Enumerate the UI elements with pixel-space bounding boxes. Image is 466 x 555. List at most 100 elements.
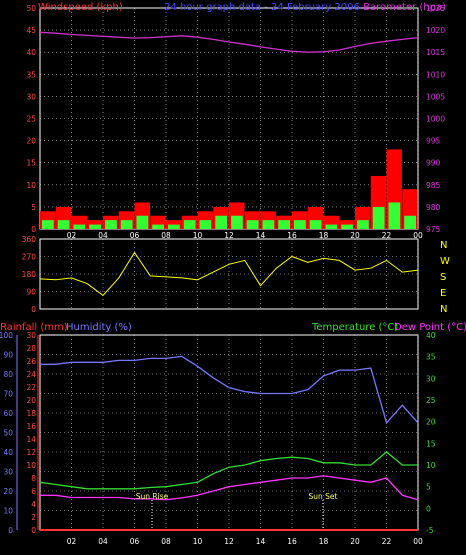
gust-bar [278, 220, 290, 229]
p1-xtick: 14 [256, 231, 266, 240]
humidity-ytick: 20 [3, 487, 13, 496]
gust-bar [168, 224, 180, 229]
p3-xtick: 22 [382, 537, 392, 546]
baro-ytick: 1005 [426, 92, 445, 101]
compass-w: W [440, 256, 450, 267]
rain-ytick: 4 [31, 500, 36, 509]
humidity-ytick: 40 [3, 448, 13, 457]
temp-ytick: 15 [426, 439, 436, 448]
gust-bar [89, 224, 101, 229]
temp-ytick: 20 [426, 418, 436, 427]
dir-ytick: 180 [22, 270, 37, 279]
p3-xtick: 02 [67, 537, 77, 546]
baro-ytick: 975 [426, 225, 441, 234]
gust-bar [294, 220, 306, 229]
rain-ytick: 26 [26, 357, 36, 366]
graph-title: 24 hour graph data - 24 February 2006 [164, 2, 360, 13]
humidity-ytick: 30 [3, 468, 13, 477]
compass-s: S [440, 272, 446, 283]
gust-bar [231, 215, 243, 229]
p1-xtick: 02 [67, 231, 77, 240]
p1-xtick: 06 [130, 231, 140, 240]
temperature-line [39, 451, 418, 490]
p1-xtick: 22 [382, 231, 392, 240]
panel3-grid [40, 335, 419, 530]
p3-xtick: 12 [224, 537, 234, 546]
dir-ytick: 270 [22, 253, 37, 262]
p1-xtick: 00 [413, 231, 423, 240]
baro-ytick: 985 [426, 181, 441, 190]
rain-ytick: 22 [26, 383, 36, 392]
dewpoint-line [40, 475, 419, 501]
baro-ytick: 1025 [426, 4, 445, 13]
temp-ytick: 10 [426, 461, 436, 470]
rain-ytick: 0 [31, 526, 36, 535]
p3-xtick: 20 [350, 537, 360, 546]
rain-ytick: 8 [31, 474, 36, 483]
baro-ytick: 980 [426, 203, 441, 212]
p1-xtick: 18 [319, 231, 329, 240]
p1-xtick: 16 [287, 231, 297, 240]
wind-ytick: 30 [26, 92, 36, 101]
humidity-ytick: 0 [8, 526, 13, 535]
rain-ytick: 6 [31, 487, 36, 496]
wind-ytick: 50 [26, 4, 36, 13]
compass-n-bottom: N [440, 304, 447, 315]
p3-xtick: 04 [98, 537, 108, 546]
baro-ytick: 995 [426, 137, 441, 146]
panel2-grid [40, 239, 419, 309]
wind-ytick: 20 [26, 137, 36, 146]
p1-xtick: 20 [350, 231, 360, 240]
dewpoint-title: Dew Point (°C) [394, 322, 466, 333]
baro-ytick: 1020 [426, 26, 445, 35]
dir-ytick: 0 [31, 305, 36, 314]
p1-xtick: 12 [224, 231, 234, 240]
wind-ytick: 25 [26, 115, 36, 124]
gust-bar [309, 220, 322, 229]
rainfall-title: Rainfall (mm) [0, 322, 68, 333]
p3-xtick: 16 [287, 537, 297, 546]
barometer-line [39, 31, 419, 53]
gust-bar [404, 215, 416, 229]
temp-ytick: 35 [426, 353, 436, 362]
gust-bar [42, 220, 54, 229]
wind-ytick: 0 [31, 225, 36, 234]
direction-line [39, 251, 419, 297]
gust-bar [357, 220, 369, 229]
barometer-title: Barometer (hpa) [363, 2, 446, 13]
rain-ytick: 30 [26, 331, 36, 340]
temp-ytick: 5 [426, 483, 431, 492]
humidity-ytick: 70 [3, 390, 13, 399]
p3-xtick: 14 [256, 537, 266, 546]
temp-ytick: -5 [426, 526, 434, 535]
humidity-ytick: 50 [3, 429, 13, 438]
wind-ytick: 15 [26, 159, 36, 168]
gust-bar [73, 224, 86, 229]
wind-ytick: 5 [31, 203, 36, 212]
gust-bar [136, 215, 149, 229]
humidity-ytick: 10 [3, 507, 13, 516]
chart-marks [16, 31, 419, 531]
p1-xtick: 10 [193, 231, 203, 240]
gust-bar [262, 220, 275, 229]
gust-bar [105, 220, 117, 229]
sunset-label: Sun Set [309, 492, 338, 501]
p1-xtick: 04 [98, 231, 108, 240]
temp-ytick: 0 [426, 504, 431, 513]
gust-bar [341, 224, 353, 229]
rain-ytick: 10 [26, 461, 36, 470]
temp-ytick: 25 [426, 396, 436, 405]
rain-ytick: 14 [26, 435, 36, 444]
sunrise-label: Sun Rise [136, 492, 169, 501]
p3-xtick: 00 [413, 537, 423, 546]
panel1-grid [40, 8, 419, 229]
humidity-ytick: 80 [3, 370, 13, 379]
p1-xtick: 08 [161, 231, 171, 240]
p3-xtick: 06 [130, 537, 140, 546]
temp-ytick: 30 [426, 374, 436, 383]
humidity-ytick: 60 [3, 409, 13, 418]
compass-e: E [440, 288, 446, 299]
humidity-ytick: 90 [3, 351, 13, 360]
